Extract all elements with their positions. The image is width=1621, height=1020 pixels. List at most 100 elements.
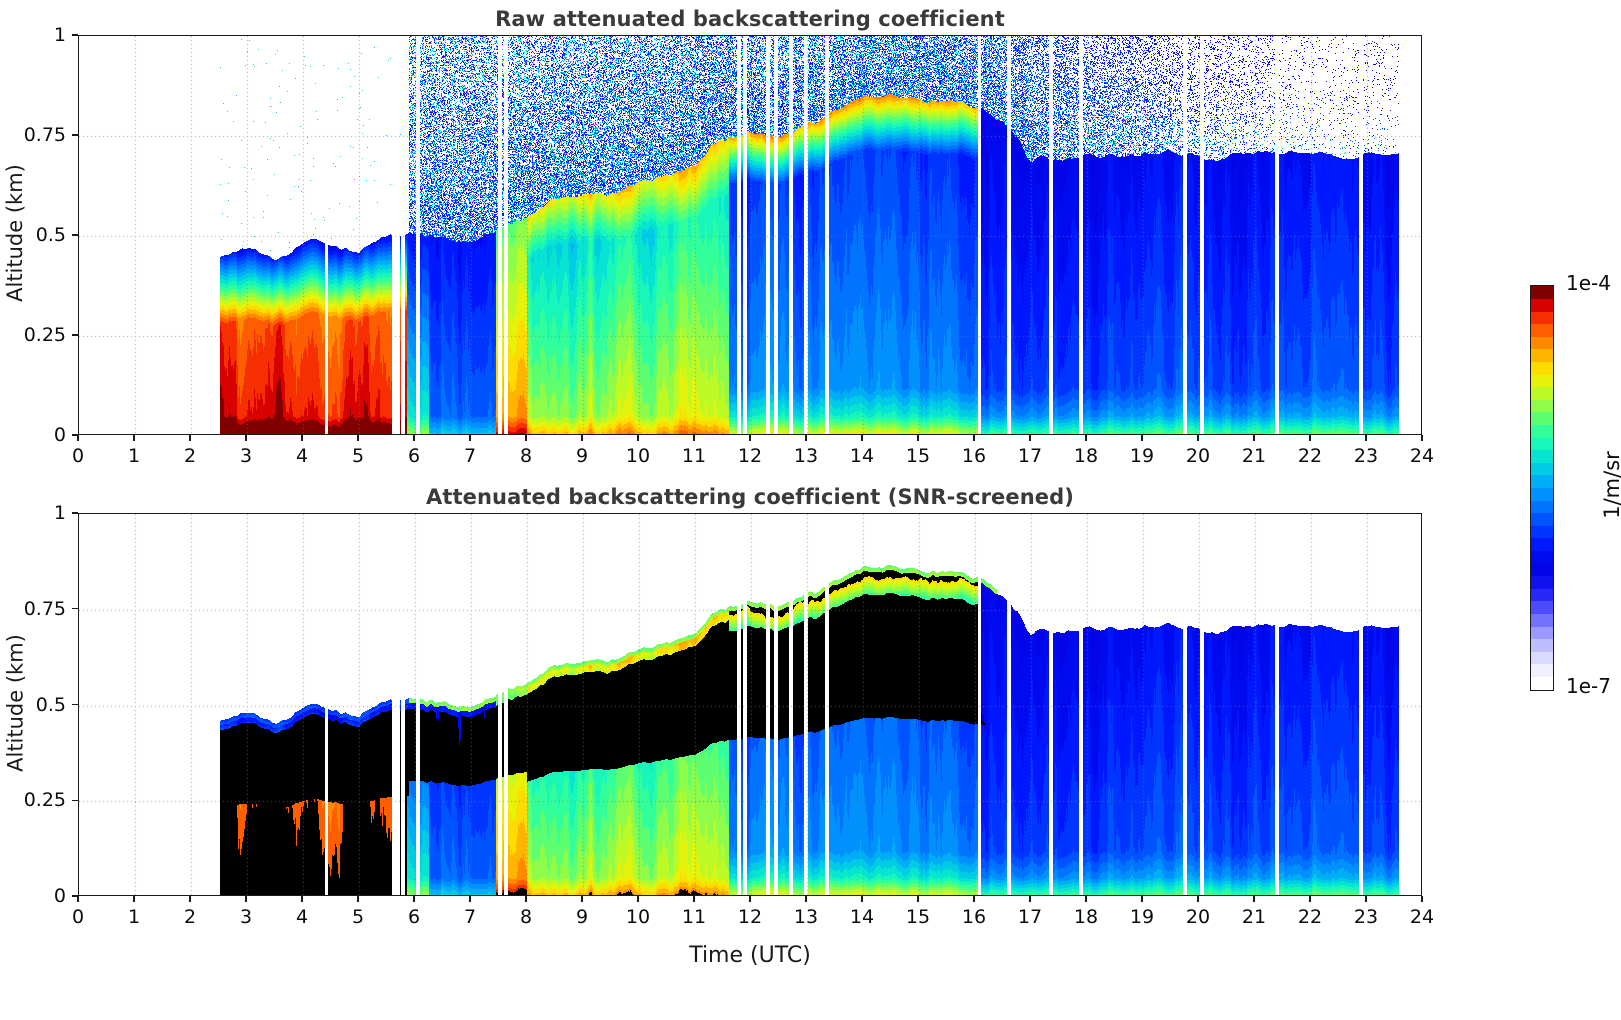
- x-tick-mark-top: [1365, 435, 1367, 441]
- x-tick-mark-top: [77, 435, 79, 441]
- x-axis-title: Time (UTC): [689, 943, 811, 968]
- x-tick-mark-bottom: [525, 896, 527, 902]
- x-tick-label-bottom-19: 19: [1129, 906, 1155, 928]
- x-tick-label-top-21: 21: [1241, 445, 1267, 467]
- x-tick-mark-bottom: [973, 896, 975, 902]
- x-tick-label-bottom-20: 20: [1185, 906, 1211, 928]
- x-tick-mark-top: [693, 435, 695, 441]
- x-tick-mark-bottom: [357, 896, 359, 902]
- x-tick-label-top-14: 14: [849, 445, 875, 467]
- x-tick-label-top-13: 13: [793, 445, 819, 467]
- y-tick-label-bottom-2: 0.5: [35, 693, 66, 716]
- y-tick-mark-top: [72, 34, 78, 36]
- y-tick-label-bottom-1: 0.25: [23, 789, 66, 812]
- x-tick-label-top-11: 11: [681, 445, 707, 467]
- x-tick-label-top-19: 19: [1129, 445, 1155, 467]
- x-tick-label-bottom-23: 23: [1353, 906, 1379, 928]
- x-tick-label-bottom-16: 16: [961, 906, 987, 928]
- x-tick-label-bottom-0: 0: [71, 906, 85, 928]
- x-tick-label-top-15: 15: [905, 445, 931, 467]
- x-tick-mark-top: [525, 435, 527, 441]
- x-tick-label-bottom-11: 11: [681, 906, 707, 928]
- y-tick-label-bottom-0: 0: [53, 885, 66, 907]
- x-tick-mark-top: [805, 435, 807, 441]
- y-tick-mark-top: [72, 134, 78, 136]
- x-tick-mark-bottom: [805, 896, 807, 902]
- x-tick-label-top-8: 8: [519, 445, 533, 467]
- x-tick-mark-bottom: [861, 896, 863, 902]
- x-tick-label-bottom-1: 1: [127, 906, 141, 928]
- panel-title-screened: Attenuated backscattering coefficient (S…: [426, 485, 1074, 509]
- x-tick-label-top-5: 5: [351, 445, 365, 467]
- x-tick-mark-bottom: [1197, 896, 1199, 902]
- x-tick-label-top-16: 16: [961, 445, 987, 467]
- x-tick-mark-bottom: [1421, 896, 1423, 902]
- x-tick-label-top-3: 3: [239, 445, 253, 467]
- x-tick-label-bottom-9: 9: [575, 906, 589, 928]
- panel-title-raw: Raw attenuated backscattering coefficien…: [495, 7, 1005, 31]
- y-tick-mark-bottom: [72, 512, 78, 514]
- x-tick-mark-top: [1253, 435, 1255, 441]
- x-tick-mark-top: [973, 435, 975, 441]
- x-tick-mark-top: [413, 435, 415, 441]
- x-tick-mark-top: [245, 435, 247, 441]
- x-tick-mark-top: [301, 435, 303, 441]
- x-tick-mark-top: [749, 435, 751, 441]
- y-tick-mark-top: [72, 234, 78, 236]
- x-tick-label-top-0: 0: [71, 445, 85, 467]
- x-tick-label-bottom-6: 6: [407, 906, 421, 928]
- y-tick-mark-bottom: [72, 799, 78, 801]
- y-tick-mark-bottom: [72, 895, 78, 897]
- x-tick-mark-top: [917, 435, 919, 441]
- x-tick-mark-top: [357, 435, 359, 441]
- y-tick-label-top-2: 0.5: [35, 224, 66, 246]
- x-tick-mark-top: [637, 435, 639, 441]
- x-tick-mark-bottom: [917, 896, 919, 902]
- x-tick-label-top-2: 2: [183, 445, 197, 467]
- y-tick-label-top-4: 1: [53, 24, 66, 46]
- x-tick-label-top-20: 20: [1185, 445, 1211, 467]
- x-tick-label-bottom-15: 15: [905, 906, 931, 928]
- x-tick-mark-bottom: [693, 896, 695, 902]
- x-tick-mark-top: [469, 435, 471, 441]
- x-tick-mark-bottom: [189, 896, 191, 902]
- colorbar-max-label: 1e-4: [1566, 271, 1611, 295]
- x-tick-mark-bottom: [133, 896, 135, 902]
- x-tick-mark-bottom: [1253, 896, 1255, 902]
- x-tick-label-top-12: 12: [737, 445, 763, 467]
- x-tick-label-bottom-17: 17: [1017, 906, 1043, 928]
- x-tick-mark-bottom: [1309, 896, 1311, 902]
- y-tick-label-top-1: 0.25: [23, 324, 66, 346]
- x-tick-label-bottom-12: 12: [737, 906, 763, 928]
- x-tick-mark-bottom: [581, 896, 583, 902]
- x-tick-mark-top: [1029, 435, 1031, 441]
- x-tick-label-top-24: 24: [1409, 445, 1435, 467]
- x-tick-mark-bottom: [413, 896, 415, 902]
- x-tick-label-top-17: 17: [1017, 445, 1043, 467]
- x-tick-label-top-4: 4: [295, 445, 309, 467]
- x-tick-label-top-1: 1: [127, 445, 141, 467]
- x-tick-mark-bottom: [1029, 896, 1031, 902]
- y-tick-label-top-3: 0.75: [23, 124, 66, 146]
- x-tick-label-bottom-18: 18: [1073, 906, 1099, 928]
- x-tick-mark-bottom: [469, 896, 471, 902]
- x-tick-mark-top: [1309, 435, 1311, 441]
- x-tick-mark-top: [861, 435, 863, 441]
- x-tick-label-bottom-10: 10: [625, 906, 651, 928]
- y-tick-label-bottom-4: 1: [53, 502, 66, 524]
- x-tick-mark-bottom: [1085, 896, 1087, 902]
- x-tick-mark-bottom: [301, 896, 303, 902]
- x-tick-label-bottom-3: 3: [239, 906, 253, 928]
- x-tick-label-bottom-22: 22: [1297, 906, 1323, 928]
- y-tick-label-top-0: 0: [53, 424, 66, 446]
- x-tick-label-bottom-7: 7: [463, 906, 477, 928]
- x-tick-label-top-22: 22: [1297, 445, 1323, 467]
- x-tick-label-top-18: 18: [1073, 445, 1099, 467]
- x-tick-mark-top: [1085, 435, 1087, 441]
- colorbar-min-label: 1e-7: [1566, 674, 1611, 698]
- colorbar-gradient: [1530, 285, 1554, 691]
- x-tick-mark-top: [1141, 435, 1143, 441]
- x-tick-mark-bottom: [1365, 896, 1367, 902]
- x-tick-mark-top: [1421, 435, 1423, 441]
